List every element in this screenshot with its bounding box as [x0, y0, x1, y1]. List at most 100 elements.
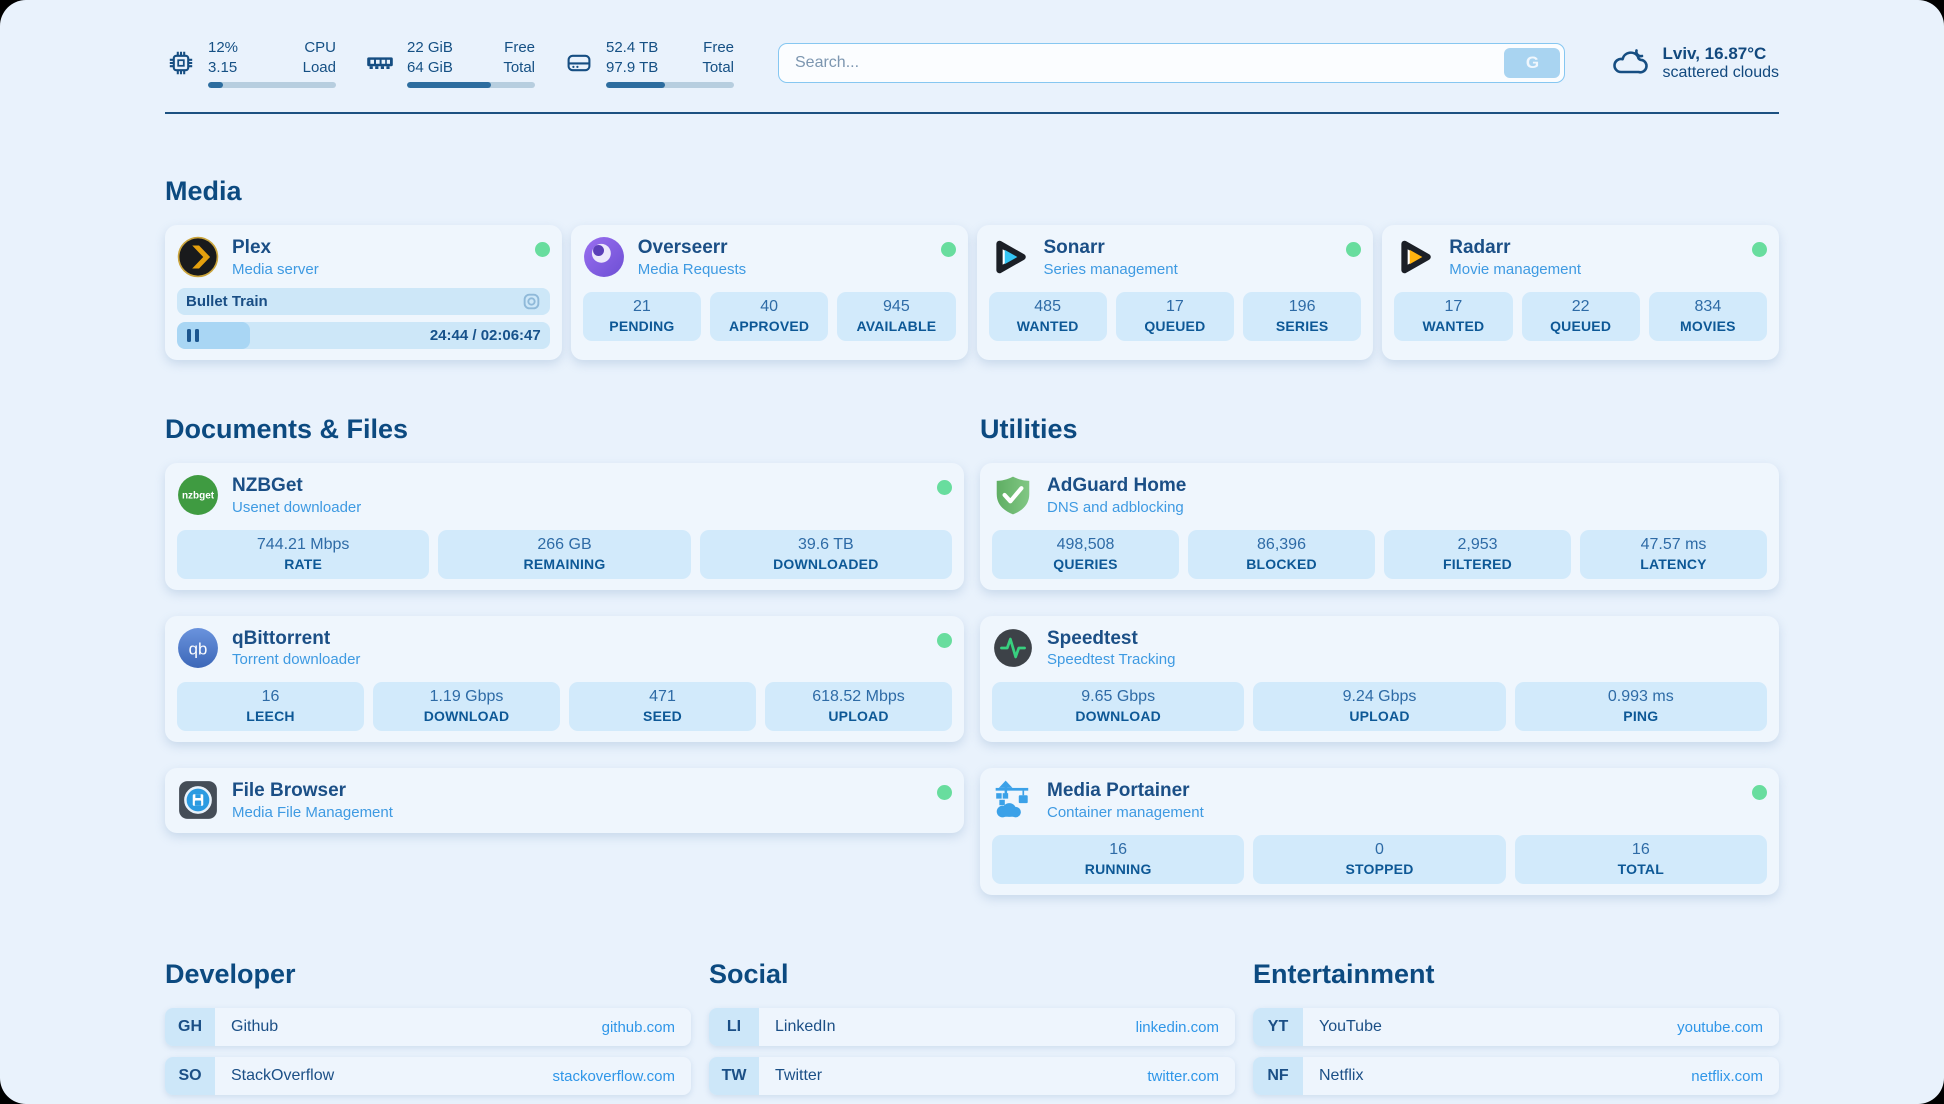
cpu-progress-bar	[208, 82, 336, 88]
cpu-icon	[169, 51, 193, 75]
cpu-label-1: CPU	[304, 39, 336, 56]
ram-total-value: 64 GiB	[407, 58, 453, 76]
pause-icon[interactable]	[187, 328, 199, 342]
app-description: Torrent downloader	[232, 651, 361, 669]
bookmark-abbr: SO	[165, 1057, 215, 1096]
weather-condition: scattered clouds	[1662, 64, 1779, 81]
stat-upload: 9.24 Gbps UPLOAD	[1253, 682, 1506, 732]
disk-label-2: Total	[702, 58, 734, 76]
section-title-documents: Documents & Files	[165, 413, 409, 444]
app-card-overseerr[interactable]: Overseerr Media Requests 21 PENDING 40 APP…	[570, 225, 968, 360]
bookmark-url[interactable]: twitter.com	[1147, 1067, 1219, 1085]
weather-widget: Lviv, 16.87°C scattered clouds	[1609, 43, 1779, 83]
status-badge	[1346, 242, 1362, 257]
ram-icon	[367, 57, 393, 69]
app-name: Overseerr	[637, 237, 728, 258]
ram-stat: 22 GiB Free 64 GiB Total	[364, 38, 535, 88]
app-card-speedtest[interactable]: Speedtest Speedtest Tracking 9.65 Gbps DO…	[980, 615, 1779, 743]
plex-icon	[177, 236, 219, 278]
stat-series: 196 SERIES	[1243, 291, 1362, 341]
app-card-nzbget[interactable]: nzbget NZBGet Usenet downloader 744.21 M…	[165, 462, 964, 590]
ram-progress-bar	[407, 82, 535, 88]
status-badge	[937, 632, 952, 648]
bookmark-abbr: LI	[709, 1008, 759, 1047]
app-card-qbittorrent[interactable]: qb qBittorrent Torrent downloader 16 LEEC…	[165, 615, 964, 743]
stat-remaining: 266 GB REMAINING	[438, 529, 691, 579]
app-card-filebrowser[interactable]: File Browser Media File Management	[165, 768, 964, 834]
status-badge	[937, 479, 952, 495]
section-title-utilities: Utilities	[980, 413, 1078, 444]
speedtest-icon	[994, 628, 1032, 667]
disk-icon	[567, 54, 591, 72]
disk-total-value: 97.9 TB	[606, 58, 659, 76]
stat-running: 16 RUNNING	[992, 835, 1245, 885]
bookmark-twitter[interactable]: TW Twitter twitter.com	[709, 1057, 1235, 1096]
app-description: DNS and adblocking	[1047, 498, 1184, 516]
stat-seed: 471 SEED	[569, 682, 756, 732]
hardware-stats: 12% CPU 3.15 Load 22 GiB Free 64 GiB Total	[165, 38, 734, 88]
bookmark-abbr: NF	[1253, 1057, 1303, 1096]
overseerr-icon	[583, 237, 624, 277]
stat-blocked: 86,396 BLOCKED	[1188, 529, 1375, 579]
bookmark-abbr: YT	[1253, 1008, 1303, 1047]
now-playing-title: Bullet Train	[186, 292, 268, 310]
bookmark-name: Netflix	[1319, 1067, 1364, 1085]
bookmark-youtube[interactable]: YT YouTube youtube.com	[1253, 1008, 1779, 1047]
app-name: Sonarr	[1043, 237, 1105, 258]
bookmarks-developer: Developer GH Github github.com SO StackO…	[165, 959, 691, 1104]
app-card-sonarr[interactable]: Sonarr Series management 485 WANTED 17 QUE…	[976, 225, 1374, 360]
app-name: qBittorrent	[232, 627, 331, 649]
stat-download: 9.65 Gbps DOWNLOAD	[992, 682, 1245, 732]
stat-download: 1.19 Gbps DOWNLOAD	[373, 682, 560, 732]
cloud-icon	[1613, 49, 1649, 74]
stat-queries: 498,508 QUERIES	[992, 529, 1179, 579]
bookmark-url[interactable]: netflix.com	[1691, 1067, 1763, 1085]
svg-text:nzbget: nzbget	[182, 490, 215, 501]
bookmark-github[interactable]: GH Github github.com	[165, 1008, 691, 1047]
stat-approved: 40 APPROVED	[710, 291, 829, 341]
app-card-radarr[interactable]: Radarr Movie management 17 WANTED 22 QUEUE…	[1382, 225, 1779, 360]
ram-label-1: Free	[504, 39, 535, 56]
search-input[interactable]	[778, 43, 1566, 83]
bookmark-url[interactable]: github.com	[601, 1018, 675, 1036]
search-engine-button[interactable]: G	[1504, 48, 1561, 78]
app-description: Media Requests	[637, 260, 747, 278]
portainer-icon	[995, 780, 1029, 818]
app-name: Plex	[232, 237, 272, 258]
stat-stopped: 0 STOPPED	[1253, 835, 1506, 885]
bookmark-name: YouTube	[1319, 1018, 1382, 1036]
search-bar: G	[778, 43, 1566, 83]
stat-queued: 22 QUEUED	[1521, 291, 1640, 341]
stat-total: 16 TOTAL	[1514, 835, 1767, 885]
stat-wanted: 485 WANTED	[988, 291, 1107, 341]
stat-wanted: 17 WANTED	[1394, 291, 1513, 341]
stat-pending: 21 PENDING	[582, 291, 701, 341]
bookmark-linkedin[interactable]: LI LinkedIn linkedin.com	[709, 1008, 1235, 1047]
bookmark-url[interactable]: stackoverflow.com	[552, 1067, 675, 1085]
qbittorrent-icon: qb	[178, 627, 218, 668]
session-camera-icon[interactable]	[522, 292, 541, 311]
stat-filtered: 2,953 FILTERED	[1384, 529, 1571, 579]
ram-label-2: Total	[503, 58, 535, 76]
app-description: Movie management	[1449, 260, 1581, 278]
bookmark-url[interactable]: linkedin.com	[1135, 1018, 1219, 1036]
app-description: Container management	[1047, 804, 1204, 822]
app-card-portainer[interactable]: Media Portainer Container management 16 R…	[980, 768, 1779, 896]
bookmark-url[interactable]: youtube.com	[1677, 1018, 1763, 1036]
adguard-icon	[996, 476, 1030, 515]
cpu-stat: 12% CPU 3.15 Load	[165, 38, 336, 88]
bookmark-netflix[interactable]: NF Netflix netflix.com	[1253, 1057, 1779, 1096]
cpu-usage-value: 12%	[208, 39, 239, 56]
sonarr-icon	[995, 240, 1026, 274]
stat-queued: 17 QUEUED	[1115, 291, 1234, 341]
bookmark-stackoverflow[interactable]: SO StackOverflow stackoverflow.com	[165, 1057, 691, 1096]
stat-available: 945 AVAILABLE	[837, 291, 956, 341]
bookmark-name: StackOverflow	[231, 1067, 335, 1085]
playback-time: 24:44 / 02:06:47	[429, 326, 541, 344]
app-name: Speedtest	[1047, 627, 1138, 649]
app-card-adguard[interactable]: AdGuard Home DNS and adblocking 498,508 Q…	[980, 462, 1779, 590]
app-card-plex[interactable]: Plex Media server Bullet Train	[165, 225, 562, 360]
app-description: Media server	[232, 260, 319, 278]
weather-location-temp: Lviv, 16.87°C	[1662, 44, 1767, 63]
